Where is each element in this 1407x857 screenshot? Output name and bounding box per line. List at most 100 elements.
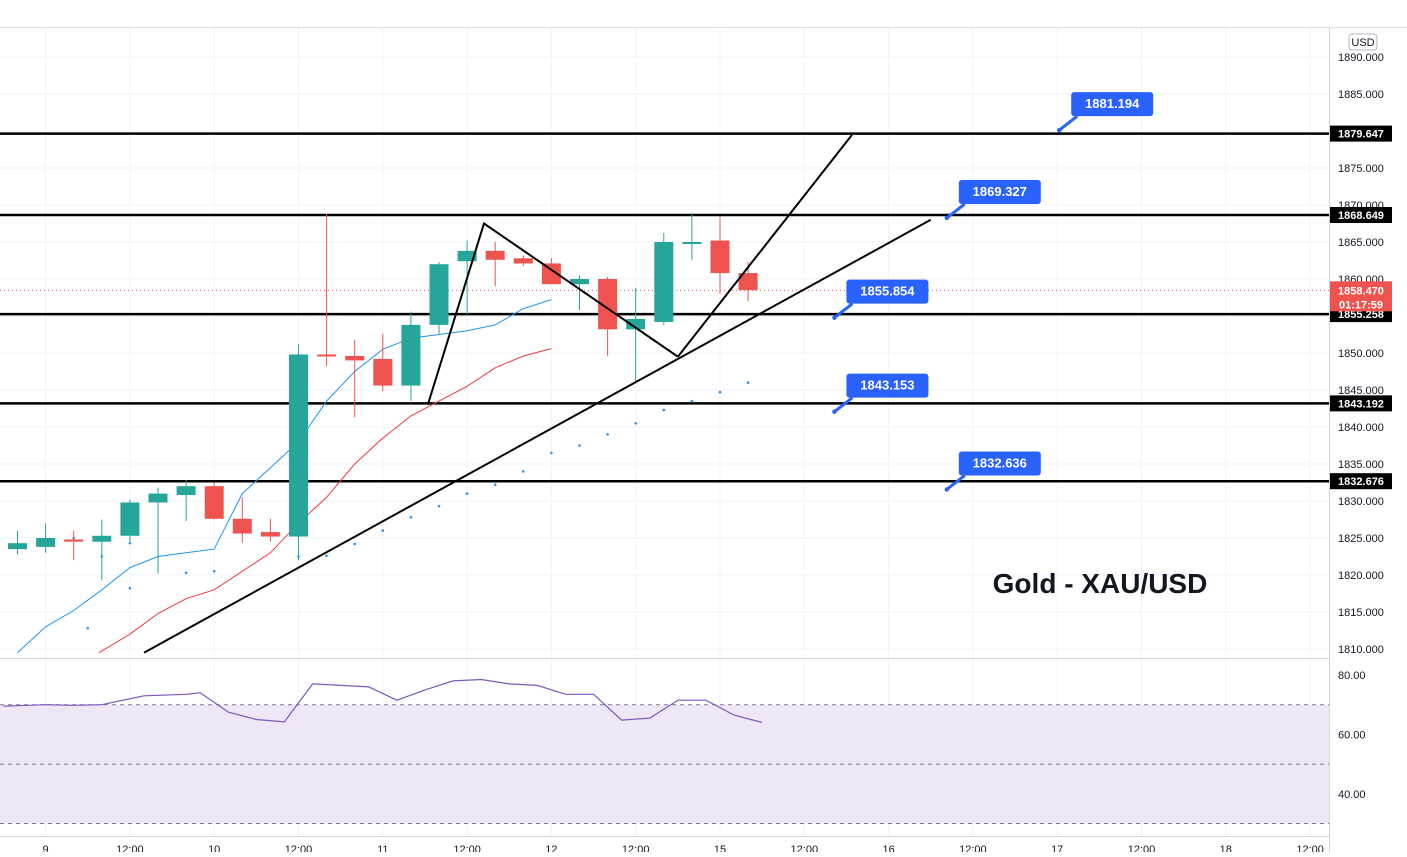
rsi-tick-label: 80.00 [1338,670,1366,682]
candle [232,497,252,543]
drawings [143,134,932,654]
candle-body [317,354,337,357]
candle [176,480,196,521]
candle-body [513,258,533,264]
sar-dot [325,554,328,558]
sar-dot [522,470,525,473]
time-tick-label: 18 [1220,844,1232,852]
callout-pointer [1058,114,1079,132]
support-trendline [143,218,932,654]
currency-badge: USD [1348,33,1378,51]
callout-pointer [945,474,966,491]
sar-dot [184,571,188,575]
ma-slow-line [98,348,552,654]
candle [204,482,224,520]
time-tick-label: 12:00 [1296,844,1324,852]
price-tick-label: 1815.000 [1338,607,1384,619]
candle-body [682,242,702,244]
candle-body [120,502,140,536]
callout-label: 1832.636 [973,455,1027,470]
candle [120,499,140,542]
sar-dot [493,483,497,487]
candle-body [289,354,308,537]
candle-body [64,539,84,542]
candle-body [654,242,674,322]
candle-body [485,250,505,260]
price-axis: 80.0060.0040.001890.0001885.0001880.0001… [1330,33,1392,801]
ma-fast-line [17,299,552,654]
price-tick-label: 1825.000 [1338,533,1384,545]
time-tick-label: 12:00 [453,844,481,852]
time-tick-label: 16 [882,844,894,852]
candle [429,261,449,334]
callout-label: 1869.327 [973,184,1027,199]
price-callout: 1881.194 [1057,92,1154,133]
level-badge-label: 1879.647 [1338,129,1384,141]
price-tick-label: 1890.000 [1338,52,1384,64]
candle [598,276,618,356]
parabolic-sar [72,381,750,630]
level-badge-label: 1868.649 [1338,210,1384,222]
candle [317,213,337,367]
candles [8,213,758,581]
sar-dot [465,492,469,495]
zigzag-pattern [426,221,679,406]
candle-body [570,279,589,285]
price-tick-label: 1885.000 [1338,89,1384,101]
level-badge-label: 1855.258 [1338,309,1384,321]
chart-title: Gold - XAU/USD [993,568,1208,599]
price-tick-label: 1840.000 [1338,422,1384,434]
candle-body [345,355,365,361]
callout-box [958,451,1041,476]
candle-body [457,250,477,262]
candle [570,275,589,311]
current-price-badge: 1858.470 01:17:59 [1330,281,1392,312]
candle [626,287,646,383]
candle-body [260,532,280,537]
candle-body [8,543,27,550]
candle-body [176,486,196,496]
price-tick-label: 1835.000 [1338,459,1384,471]
candle-body [429,264,449,325]
candle [64,530,84,561]
callout-box [1071,92,1154,117]
time-tick-label: 11 [377,844,388,852]
sar-dot [212,570,216,573]
candle [401,311,421,402]
rsi-line [3,678,763,724]
time-tick-label: 9 [43,844,49,852]
channel-trendline [677,134,853,358]
time-tick-label: 12:00 [959,844,987,852]
candle [373,333,393,392]
rsi-tick-label: 60.00 [1338,729,1366,741]
currency-label: USD [1351,37,1374,49]
sar-dot [746,381,750,384]
candle [485,242,505,287]
sar-dot [128,541,132,545]
level-badge: 1879.647 [1330,125,1392,142]
time-tick-label: 10 [208,844,220,852]
candle [148,487,168,574]
level-badge: 1843.192 [1330,395,1392,412]
sar-dot [550,451,553,455]
price-tick-label: 1810.000 [1338,644,1384,656]
time-tick-label: 12:00 [791,844,819,852]
callout-box [846,279,929,304]
callout-pointer [833,302,854,319]
callout-pointer [945,202,966,220]
candle [541,258,561,285]
callouts: 1881.194 1869.327 1855.854 1843.153 1832.636 [832,92,1154,492]
price-callout: 1855.854 [832,279,929,320]
current-price-badge-bg [1330,281,1392,312]
time-tick-label: 12:00 [1128,844,1156,852]
time-tick-label: 12 [545,844,557,852]
price-tick-label: 1820.000 [1338,570,1384,582]
sar-dot [128,587,132,590]
price-callout: 1832.636 [944,451,1041,492]
level-badge-bg [1330,206,1392,223]
callout-anchor [832,409,837,414]
time-tick-label: 12:00 [285,844,313,852]
price-tick-label: 1845.000 [1338,385,1384,397]
candle [92,519,112,581]
